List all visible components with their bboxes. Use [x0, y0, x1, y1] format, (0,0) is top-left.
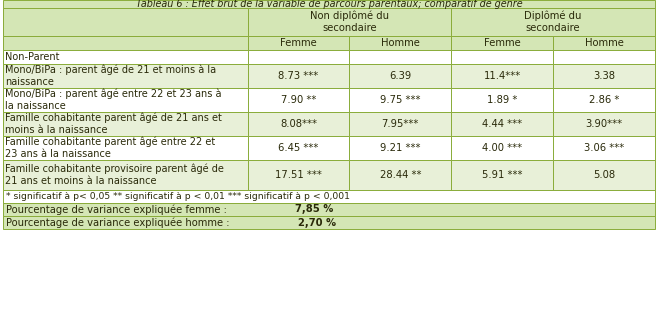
Text: 2.86 *: 2.86 *	[589, 95, 619, 105]
Text: Homme: Homme	[584, 38, 624, 48]
Bar	[349, 36, 451, 50]
Text: 9.21 ***: 9.21 ***	[380, 143, 420, 153]
Bar	[553, 136, 655, 160]
Bar	[451, 50, 553, 64]
Bar	[247, 160, 349, 190]
Bar	[3, 64, 247, 88]
Bar	[553, 160, 655, 190]
Bar	[3, 8, 655, 36]
Bar	[553, 36, 655, 50]
Text: 8.73 ***: 8.73 ***	[278, 71, 318, 81]
Bar	[553, 112, 655, 136]
Text: 6.45 ***: 6.45 ***	[278, 143, 318, 153]
Bar	[451, 36, 553, 50]
Bar	[3, 216, 655, 229]
Bar	[247, 136, 349, 160]
Text: 5.08: 5.08	[593, 170, 615, 180]
Bar	[349, 160, 451, 190]
Bar	[247, 36, 349, 50]
Text: 11.4***: 11.4***	[484, 71, 521, 81]
Bar	[349, 136, 451, 160]
Text: 4.00 ***: 4.00 ***	[482, 143, 522, 153]
Bar	[247, 50, 349, 64]
Text: Famille cohabitante parent âgé de 21 ans et
moins à la naissance: Famille cohabitante parent âgé de 21 ans…	[5, 113, 222, 135]
Bar	[3, 112, 247, 136]
Bar	[349, 50, 451, 64]
Text: Diplômé du
secondaire: Diplômé du secondaire	[524, 11, 582, 34]
Text: 5.91 ***: 5.91 ***	[482, 170, 522, 180]
Bar	[3, 50, 655, 64]
Bar	[247, 8, 451, 36]
Bar	[3, 112, 655, 136]
Bar	[3, 136, 247, 160]
Text: 7.95***: 7.95***	[382, 119, 419, 129]
Bar	[3, 160, 247, 190]
Bar	[3, 64, 655, 88]
Bar	[349, 88, 451, 112]
Text: Mono/BiPa : parent âgé entre 22 et 23 ans à
la naissance: Mono/BiPa : parent âgé entre 22 et 23 an…	[5, 89, 222, 111]
Bar	[451, 88, 553, 112]
Text: 2,70 %: 2,70 %	[299, 217, 336, 227]
Bar	[451, 8, 655, 36]
Bar	[247, 88, 349, 112]
Text: Non-Parent: Non-Parent	[5, 52, 59, 62]
Bar	[3, 160, 655, 190]
Bar	[553, 64, 655, 88]
Text: Pourcentage de variance expliquée homme :: Pourcentage de variance expliquée homme …	[6, 217, 233, 228]
Bar	[3, 136, 655, 160]
Bar	[349, 64, 451, 88]
Text: Femme: Femme	[484, 38, 520, 48]
Bar	[451, 112, 553, 136]
Bar	[247, 64, 349, 88]
Text: 7.90 **: 7.90 **	[281, 95, 316, 105]
Bar	[3, 0, 655, 8]
Bar	[247, 112, 349, 136]
Bar	[3, 36, 247, 50]
Bar	[553, 88, 655, 112]
Text: Non diplômé du
secondaire: Non diplômé du secondaire	[310, 11, 389, 34]
Text: 4.44 ***: 4.44 ***	[482, 119, 522, 129]
Bar	[3, 50, 247, 64]
Bar	[451, 160, 553, 190]
Bar	[3, 88, 655, 112]
Text: 3.38: 3.38	[593, 71, 615, 81]
Bar	[451, 64, 553, 88]
Bar	[349, 112, 451, 136]
Bar	[3, 203, 655, 216]
Text: Tableau 6 : Effet brut de la variable de parcours parentaux; comparatif de genre: Tableau 6 : Effet brut de la variable de…	[136, 0, 522, 9]
Bar	[553, 50, 655, 64]
Text: 9.75 ***: 9.75 ***	[380, 95, 420, 105]
Text: 7,85 %: 7,85 %	[295, 205, 334, 215]
Bar	[3, 88, 247, 112]
Bar	[451, 136, 553, 160]
Text: 17.51 ***: 17.51 ***	[275, 170, 322, 180]
Text: 28.44 **: 28.44 **	[380, 170, 421, 180]
Text: 1.89 *: 1.89 *	[487, 95, 517, 105]
Text: 3.90***: 3.90***	[586, 119, 622, 129]
Text: * significatif à p< 0,05 ** significatif à p < 0,01 *** significatif à p < 0,001: * significatif à p< 0,05 ** significatif…	[6, 192, 350, 201]
Text: Femme: Femme	[280, 38, 316, 48]
Text: 6.39: 6.39	[389, 71, 411, 81]
Text: Famille cohabitante parent âgé entre 22 et
23 ans à la naissance: Famille cohabitante parent âgé entre 22 …	[5, 137, 215, 159]
Bar	[3, 36, 655, 50]
Text: Homme: Homme	[381, 38, 420, 48]
Bar	[3, 190, 655, 203]
Text: Famille cohabitante provisoire parent âgé de
21 ans et moins à la naissance: Famille cohabitante provisoire parent âg…	[5, 164, 224, 186]
Text: 8.08***: 8.08***	[280, 119, 317, 129]
Text: Pourcentage de variance expliquée femme :: Pourcentage de variance expliquée femme …	[6, 204, 230, 215]
Text: 3.06 ***: 3.06 ***	[584, 143, 624, 153]
Bar	[3, 8, 247, 36]
Text: Mono/BiPa : parent âgé de 21 et moins à la
naissance: Mono/BiPa : parent âgé de 21 et moins à …	[5, 65, 216, 87]
